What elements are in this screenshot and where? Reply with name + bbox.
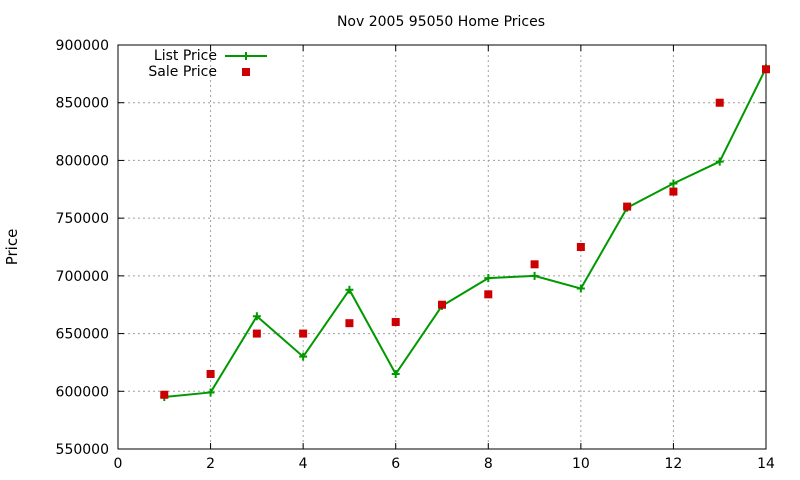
y-tick-label: 800000 <box>56 153 109 169</box>
legend-label-sale-price: Sale Price <box>148 64 217 80</box>
x-tick-label: 14 <box>757 456 775 472</box>
series-layer <box>160 64 770 402</box>
y-tick-label: 900000 <box>56 38 109 54</box>
x-tick-label: 4 <box>299 456 308 472</box>
sale-price-point <box>715 98 724 107</box>
y-tick-label: 700000 <box>56 269 109 285</box>
y-tick-label: 850000 <box>56 96 109 112</box>
sale-price-point <box>438 300 446 309</box>
sale-price-point <box>206 369 215 378</box>
chart-title: Nov 2005 95050 Home Prices <box>337 14 545 30</box>
list-price-line <box>164 67 767 399</box>
sale-price-point <box>669 187 678 196</box>
x-tick-label: 6 <box>391 456 400 472</box>
list-price-point <box>576 284 585 293</box>
list-price-point <box>484 274 493 283</box>
list-price-point <box>345 285 354 294</box>
sale-price-point <box>391 318 400 327</box>
x-tick-label: 0 <box>114 456 123 472</box>
list-price-point <box>669 179 678 188</box>
sale-price-point <box>576 243 585 251</box>
y-tick-label: 650000 <box>56 327 109 343</box>
list-price-point <box>530 271 539 280</box>
x-tick-label: 2 <box>206 456 215 472</box>
sale-price-point <box>762 65 770 74</box>
y-tick-label: 750000 <box>56 211 109 227</box>
sale-price-point <box>484 290 493 299</box>
legend-label-list-price: List Price <box>154 48 217 64</box>
y-tick-label: 600000 <box>56 384 109 400</box>
y-tick-label: 550000 <box>56 442 109 458</box>
y-axis-label: Price <box>3 229 21 266</box>
list-price-point <box>252 312 261 321</box>
axis-ticks: 550000 600000 650000 700000 750000 800000 8500… <box>56 38 775 472</box>
sale-price-point <box>530 260 539 269</box>
list-price-point <box>715 157 724 166</box>
grid-lines <box>118 45 766 449</box>
list-price-point <box>206 388 215 397</box>
sale-price-point <box>252 329 261 338</box>
list-price-point <box>299 352 308 361</box>
sale-price-point <box>299 329 308 338</box>
legend-marker-list-price <box>242 52 250 60</box>
x-tick-label: 10 <box>572 456 590 472</box>
sale-price-point <box>345 319 354 328</box>
sale-price-point <box>623 202 632 211</box>
list-price-point <box>391 369 400 378</box>
sale-price-point <box>160 390 169 399</box>
x-tick-label: 8 <box>484 456 493 472</box>
plot-frame <box>117 44 767 450</box>
legend-marker-sale-price <box>242 68 250 76</box>
x-tick-label: 12 <box>665 456 683 472</box>
